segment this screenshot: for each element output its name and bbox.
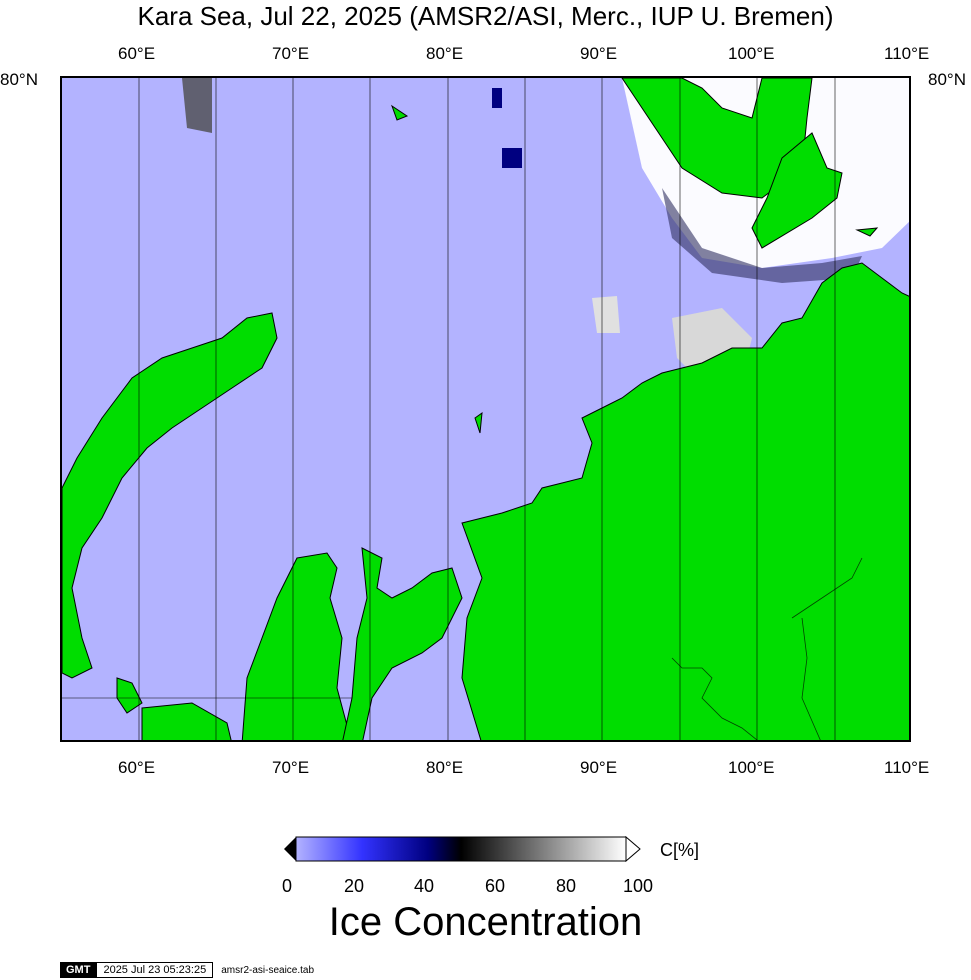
land-severnaya-zemlya-south xyxy=(751,132,843,249)
lon-label-top-70: 70°E xyxy=(272,44,310,63)
rivers xyxy=(671,557,863,740)
sea-ice-small-1 xyxy=(592,296,620,333)
lon-label-bottom-90: 90°E xyxy=(580,758,618,777)
graticule xyxy=(62,78,836,740)
lon-label-bottom-110: 110°E xyxy=(884,758,930,777)
lat-label-right: 80°N xyxy=(928,70,966,89)
lat-label-left: 80°N xyxy=(0,70,38,89)
map-title: Kara Sea, Jul 22, 2025 (AMSR2/ASI, Merc.… xyxy=(137,1,834,31)
map-canvas xyxy=(62,78,909,740)
lon-label-top-100: 100°E xyxy=(728,44,775,63)
lon-label-bottom-100: 100°E xyxy=(728,758,775,777)
colorbar-title: Ice Concentration xyxy=(328,900,643,944)
lon-label-bottom-80: 80°E xyxy=(426,758,464,777)
footer: GMT 2025 Jul 23 05:23:25 amsr2-asi-seaic… xyxy=(60,962,314,978)
colorbar-unit: C[%] xyxy=(660,840,700,860)
land-small-island-2 xyxy=(474,411,483,434)
land-small-island-1 xyxy=(391,104,409,121)
timestamp: 2025 Jul 23 05:23:25 xyxy=(96,962,214,978)
colorbar-tick-60: 60 xyxy=(484,876,506,896)
land-yamal-south xyxy=(141,702,232,740)
lon-label-bottom-70: 70°E xyxy=(272,758,310,777)
land-masses xyxy=(62,78,909,740)
colorbar-tick-0: 0 xyxy=(281,876,292,896)
sea-ice-blue-bits xyxy=(492,88,522,168)
colorbar-high-arrow xyxy=(625,836,641,862)
filename: amsr2-asi-seaice.tab xyxy=(221,964,315,976)
lon-label-top-110: 110°E xyxy=(884,44,930,63)
ice-concentration-map xyxy=(60,76,911,742)
lon-label-top-60: 60°E xyxy=(118,44,156,63)
lon-label-bottom-60: 60°E xyxy=(118,758,156,777)
land-small-island-3 xyxy=(855,227,879,237)
land-severnaya-zemlya-north xyxy=(621,78,813,199)
colorbar-low-arrow xyxy=(284,837,296,861)
lon-label-top-80: 80°E xyxy=(426,44,464,63)
colorbar-tick-20: 20 xyxy=(343,876,365,896)
land-taymyr-mainland xyxy=(461,262,909,740)
colorbar xyxy=(284,836,641,862)
lon-label-top-90: 90°E xyxy=(580,44,618,63)
land-novaya-zemlya xyxy=(62,312,278,679)
sea-ice-north-1 xyxy=(182,78,212,133)
land-bely-island xyxy=(116,677,143,714)
land-yamal xyxy=(241,552,352,740)
colorbar-gradient xyxy=(295,836,627,862)
colorbar-tick-80: 80 xyxy=(555,876,577,896)
gmt-logo: GMT xyxy=(60,962,97,978)
sea-ice-edge-dark xyxy=(662,188,862,283)
land-gydan xyxy=(342,547,463,740)
colorbar-tick-100: 100 xyxy=(622,876,654,896)
colorbar-tick-40: 40 xyxy=(413,876,435,896)
